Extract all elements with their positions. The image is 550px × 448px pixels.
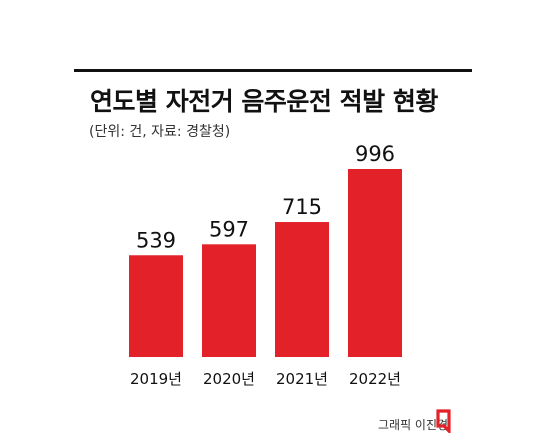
x-tick-label-3: 2021년 (276, 370, 328, 388)
bar-1 (129, 255, 183, 357)
chart-subtitle: (단위: 건, 자료: 경찰청) (89, 124, 231, 140)
data-label-3: 715 (282, 195, 322, 219)
bar-4 (348, 169, 402, 357)
chart-title: 연도별 자전거 음주운전 적발 현황 (90, 87, 438, 116)
publisher-logo-icon (436, 409, 451, 433)
graphic-credit: 그래픽 이진경 (378, 418, 449, 432)
x-tick-label-4: 2022년 (349, 370, 401, 388)
bar-3 (275, 222, 329, 357)
bar-2 (202, 244, 256, 357)
x-tick-label-2: 2020년 (203, 370, 255, 388)
x-tick-label-1: 2019년 (130, 370, 182, 388)
data-label-2: 597 (209, 217, 249, 241)
data-label-4: 996 (355, 142, 395, 166)
title-rule (74, 69, 472, 72)
data-label-1: 539 (136, 228, 176, 252)
